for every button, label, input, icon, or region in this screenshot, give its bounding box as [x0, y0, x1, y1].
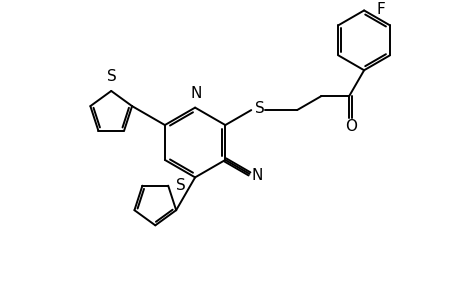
Text: F: F: [375, 2, 384, 17]
Text: S: S: [255, 100, 264, 116]
Text: N: N: [190, 85, 202, 100]
Text: N: N: [251, 168, 263, 183]
Text: S: S: [176, 178, 185, 193]
Text: S: S: [107, 69, 117, 84]
Text: O: O: [344, 118, 356, 134]
